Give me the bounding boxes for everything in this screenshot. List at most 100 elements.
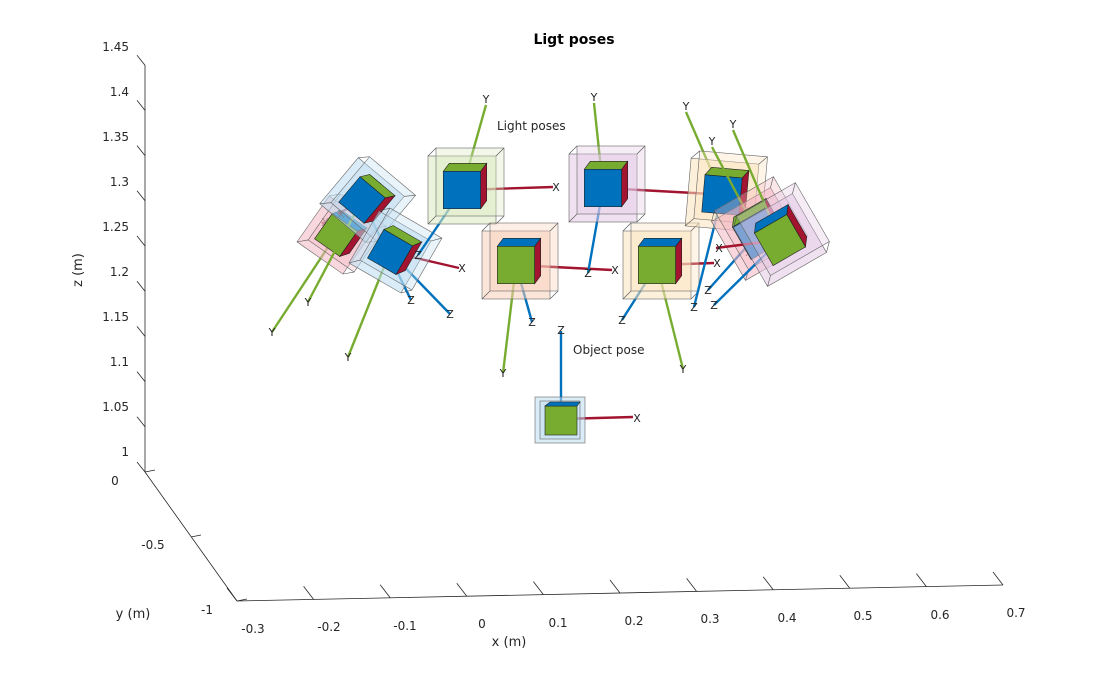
pose-y-axis-label: Y <box>499 367 507 380</box>
light-pose-6: Y Z X <box>568 91 719 280</box>
box-edge <box>758 156 768 165</box>
x-tick-labels: -0.3 -0.2 -0.1 0 0.1 0.2 0.3 0.4 0.5 0.6… <box>241 606 1025 636</box>
axis-tick <box>533 581 544 595</box>
cube-front-face <box>442 171 481 210</box>
cube-front-face <box>583 169 622 208</box>
box-edge <box>568 213 578 223</box>
x-axis <box>226 571 1004 602</box>
axis-tick <box>136 54 146 66</box>
object-pose: ZX <box>534 324 641 444</box>
pose-y-axis-label: Y <box>482 93 490 106</box>
axis-tick <box>136 145 146 156</box>
axis-tick <box>136 280 146 292</box>
box-edge <box>495 147 505 157</box>
pose-cube <box>496 237 542 285</box>
y-tick-label: 0 <box>111 474 119 488</box>
cube-front-face <box>637 246 676 285</box>
box-edge <box>549 290 559 300</box>
pose-cube <box>583 160 629 208</box>
axis-tick <box>992 571 1004 586</box>
light-pose-10: Y Z X <box>710 118 830 312</box>
axis-tick <box>144 469 156 473</box>
box-edge <box>792 182 796 194</box>
box-edge <box>358 156 370 159</box>
box-edge <box>404 195 416 197</box>
axis-tick <box>379 584 391 599</box>
box-edge <box>733 216 737 228</box>
pose-y-axis-label: Y <box>679 363 687 376</box>
x-tick-label: -0.1 <box>393 619 416 633</box>
y-tick-labels: -1 -0.5 0 <box>111 474 213 617</box>
cube-side-face <box>621 160 629 208</box>
annotation-light-poses: Light poses <box>497 119 566 133</box>
box-edge <box>296 239 309 243</box>
box-edge <box>495 215 505 225</box>
box-edge <box>636 145 646 155</box>
pose-cube <box>367 225 423 276</box>
pose-z-axis-label: Z <box>704 284 712 297</box>
x-tick-label: 0.1 <box>548 616 567 630</box>
x-tick-label: -0.3 <box>241 622 264 636</box>
pose-x-axis-label: X <box>715 242 723 255</box>
light-pose-4: Y Z X <box>414 93 560 262</box>
cube-top-face <box>496 238 542 247</box>
cube-side-face <box>480 162 488 210</box>
box-edge <box>481 290 491 300</box>
z-tick-label: 1.15 <box>102 310 129 324</box>
box-edge <box>430 237 442 242</box>
pose-x-axis-label: X <box>611 264 619 277</box>
axis-tick <box>136 371 146 382</box>
pose-x-axis-label: X <box>458 262 466 275</box>
pose-cube <box>637 237 683 285</box>
pose-z-axis-label: Z <box>618 314 626 327</box>
box-edge <box>378 207 391 212</box>
axis-tick <box>136 190 146 202</box>
axis-tick <box>136 235 146 247</box>
x-tick-label: 0 <box>478 617 486 631</box>
axis-tick <box>609 579 621 594</box>
light-pose-5: Y Z X <box>481 222 619 380</box>
light-pose-7: Y Z X <box>618 222 721 376</box>
axis-tick <box>303 586 314 600</box>
z-tick-label: 1.2 <box>110 265 129 279</box>
axis-tick <box>839 574 851 589</box>
z-tick-label: 1.25 <box>102 220 129 234</box>
z-tick-label: 1.4 <box>110 85 129 99</box>
cube-front-face <box>496 246 535 285</box>
y-tick-label: -1 <box>201 603 213 617</box>
z-axis <box>136 54 146 473</box>
pose-x-axis-label: X <box>552 181 560 194</box>
z-tick-labels: 1 1.05 1.1 1.15 1.2 1.25 1.3 1.35 1.4 1.… <box>102 40 129 459</box>
object-cube-front-face <box>544 405 578 436</box>
box-edge <box>767 275 771 287</box>
box-edge <box>348 259 361 264</box>
z-tick-label: 1.45 <box>102 40 129 54</box>
z-tick-label: 1.05 <box>102 400 129 414</box>
cube-side-face <box>786 203 808 248</box>
x-axis-label: x (m) <box>492 635 527 650</box>
y-axis <box>144 469 248 602</box>
axis-tick <box>686 578 697 592</box>
box-edge <box>427 215 437 225</box>
z-tick-label: 1.35 <box>102 130 129 144</box>
axis-tick <box>762 576 774 591</box>
x-tick-label: 0.7 <box>1006 606 1025 620</box>
box-edge <box>690 150 700 159</box>
cube-top-face <box>583 161 629 170</box>
box-edge <box>826 241 830 253</box>
object-z-axis-label: Z <box>557 324 565 337</box>
axis-tick <box>190 534 202 538</box>
pose-y-axis-label: Y <box>729 118 737 131</box>
pose-y-axis-label: Y <box>304 296 312 309</box>
box-edge <box>622 222 632 232</box>
box-edge <box>400 289 412 294</box>
x-tick-label: 0.3 <box>700 612 719 626</box>
pose-y-axis-label: Y <box>590 91 598 104</box>
y-tick-label: -0.5 <box>141 538 164 552</box>
box-edge <box>568 145 578 155</box>
z-tick-label: 1.1 <box>110 355 129 369</box>
x-tick-label: -0.2 <box>317 620 340 634</box>
object-cube-top-face <box>544 401 581 407</box>
box-edge <box>636 213 646 223</box>
